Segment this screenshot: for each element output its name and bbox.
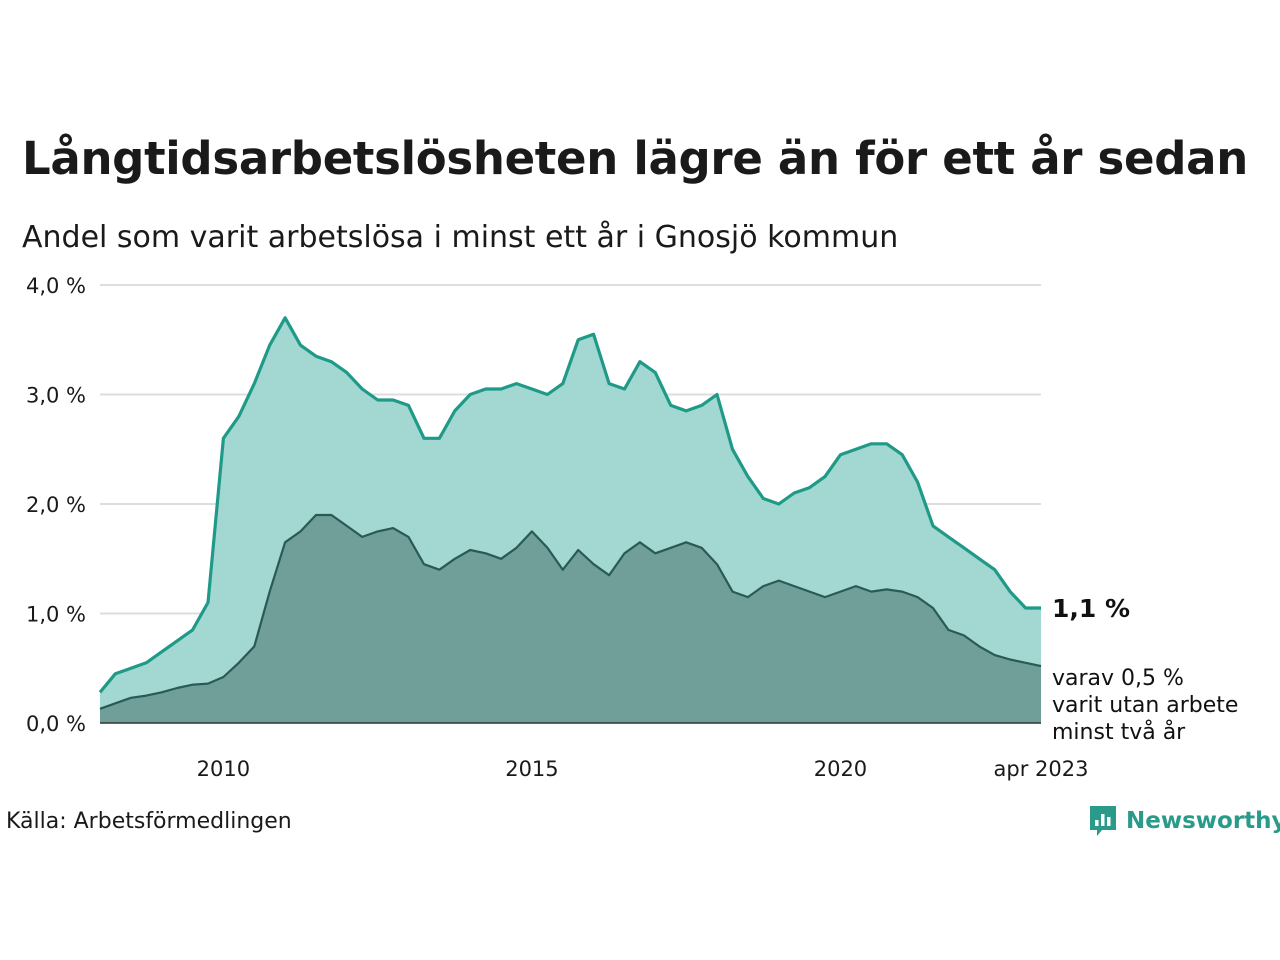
y-tick-label-3: 3,0 % [26,384,86,408]
series-areas [98,316,1042,724]
x-tick-label-2: 2020 [814,757,867,781]
y-tick-label-4: 4,0 % [26,274,86,298]
x-tick-label-0: 2010 [197,757,250,781]
annotation-sub-line-1: varit utan arbete [1052,693,1238,718]
x-tick-label-3: apr 2023 [994,757,1089,781]
x-tick-label-1: 2015 [505,757,558,781]
series-2-area [100,515,1041,723]
brand-name: Newsworthy [1126,808,1280,834]
brand-logo[interactable]: Newsworthy [1088,804,1280,838]
annotation-sub-line-0: varav 0,5 % [1052,666,1184,691]
y-axis: 0,0 % 1,0 % 2,0 % 3,0 % 4,0 % [26,274,86,736]
y-tick-label-0: 0,0 % [26,712,86,736]
y-tick-label-2: 2,0 % [26,493,86,517]
y-tick-label-1: 1,0 % [26,603,86,627]
annotation-main-value: 1,1 % [1052,594,1130,623]
x-axis: 2010 2015 2020 apr 2023 [197,757,1089,781]
series-1-line [98,316,1041,694]
chart-title: Långtidsarbetslösheten lägre än för ett … [22,132,1248,185]
chart-subtitle: Andel som varit arbetslösa i minst ett å… [22,220,899,255]
series-2-line [99,513,1042,710]
annotation-sub-line-2: minst två år [1052,719,1186,745]
source-note: Källa: Arbetsförmedlingen [6,809,292,834]
newsworthy-logo-icon [1090,806,1116,836]
